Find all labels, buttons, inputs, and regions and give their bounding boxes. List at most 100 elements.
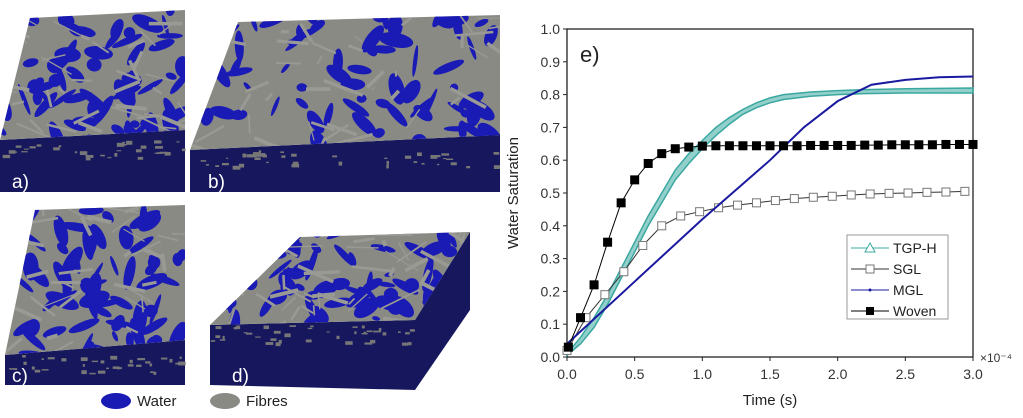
legend-label: Woven: [893, 303, 936, 319]
fibre: [380, 288, 420, 310]
front-fibre: [153, 371, 157, 375]
front-fibre: [266, 161, 269, 164]
front-fibre: [122, 141, 126, 144]
data-point: [738, 141, 748, 151]
fibre: [419, 269, 431, 287]
front-fibre: [85, 157, 91, 161]
fibre: [29, 295, 56, 317]
front-fibre: [413, 161, 418, 164]
water-pore: [92, 95, 114, 125]
water-legend-label: Water: [137, 393, 176, 410]
front-fibre: [280, 151, 285, 153]
fibre: [80, 34, 91, 41]
fibre: [195, 124, 225, 144]
fibre: [420, 249, 455, 271]
water-pore: [353, 297, 380, 319]
water-pore: [219, 249, 236, 264]
fibre: [465, 316, 470, 320]
water-pore: [433, 59, 465, 75]
y-tick-label: 0.9: [541, 54, 561, 70]
front-fibre: [407, 342, 412, 346]
fibre: [290, 306, 301, 321]
fibre: [322, 123, 349, 143]
y-tick-label: 0.6: [541, 152, 561, 168]
front-fibre: [135, 149, 142, 153]
water-pore: [259, 295, 275, 317]
water-pore: [210, 281, 238, 293]
front-fibre: [332, 155, 338, 158]
front-fibre: [401, 342, 409, 346]
fibre: [488, 23, 500, 30]
fibre: [115, 103, 147, 111]
fibre: [177, 102, 185, 116]
data-point: [833, 140, 843, 150]
front-fibre: [117, 367, 123, 370]
front-fibre: [397, 331, 401, 333]
front-fibre: [12, 151, 17, 153]
front-fibres: [2, 140, 186, 161]
front-fibre: [219, 339, 226, 341]
water-pore: [129, 210, 161, 230]
fibre: [351, 265, 391, 273]
front-fibre: [225, 157, 229, 159]
front-fibre: [34, 369, 41, 373]
fibre: [124, 206, 139, 214]
water-swatch-icon: [101, 393, 131, 409]
water-pore: [199, 40, 213, 62]
fibre: [282, 274, 286, 290]
fibre: [159, 114, 185, 129]
data-point: [808, 192, 818, 202]
fibre: [300, 304, 314, 314]
data-point: [819, 140, 829, 150]
fibre: [46, 123, 77, 133]
tgp-h-band: [566, 87, 974, 357]
water-pore: [270, 96, 280, 117]
fibre: [354, 35, 363, 43]
front-fibre: [123, 143, 127, 146]
front-fibre: [21, 151, 28, 153]
data-point: [563, 342, 573, 352]
front-fibre: [430, 154, 438, 159]
water-pore: [172, 252, 183, 267]
data-point: [846, 190, 856, 200]
water-pore: [56, 242, 69, 255]
data-point: [589, 280, 599, 290]
front-fibre: [404, 155, 412, 159]
front-fibre: [361, 325, 365, 329]
fibre: [73, 109, 100, 125]
front-fibre: [159, 151, 168, 154]
fibre: [64, 206, 93, 223]
front-fibre: [200, 160, 207, 162]
water-pore: [296, 83, 308, 92]
fibre: [152, 86, 163, 95]
fibre: [276, 39, 309, 46]
triangle-marker-icon: [864, 241, 876, 253]
water-pore: [110, 255, 119, 276]
water-pore: [282, 267, 298, 277]
front-fibre: [145, 361, 151, 364]
front-fibre: [31, 366, 35, 370]
front-fibre: [137, 358, 146, 361]
water-pore: [443, 126, 470, 132]
front-fibre: [205, 164, 210, 166]
fibre: [125, 325, 139, 334]
water-pore: [57, 12, 75, 29]
water-pore: [268, 259, 292, 279]
water-pore: [210, 105, 237, 120]
fibre: [128, 59, 141, 80]
water-pore: [113, 79, 133, 106]
water-pore: [332, 48, 343, 77]
front-fibre: [106, 367, 109, 370]
fibre: [71, 78, 92, 82]
data-point: [779, 141, 789, 151]
fibre: [398, 242, 410, 261]
fibre: [127, 38, 146, 49]
x-tick-label: 1.0: [693, 366, 713, 382]
front-fibre: [41, 369, 49, 371]
water-pore: [474, 18, 489, 28]
fibre: [158, 20, 177, 36]
front-fibre: [292, 161, 299, 166]
front-fibre: [215, 165, 220, 167]
water-pore: [18, 220, 27, 255]
